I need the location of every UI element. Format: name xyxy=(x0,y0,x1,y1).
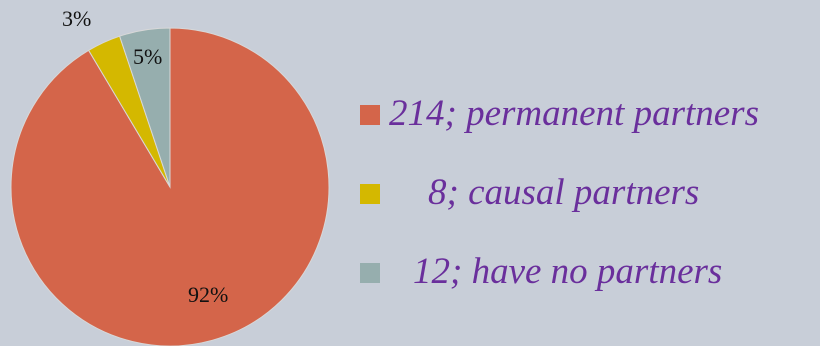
legend-item-have-no-partners: 12; have no partners xyxy=(358,250,818,292)
slice-label-causal-partners: 3% xyxy=(62,6,92,31)
legend-label: 214; permanent partners xyxy=(389,93,759,134)
pie-slice-have-no-partners xyxy=(119,27,171,188)
legend-swatch xyxy=(360,263,380,283)
slice-label-permanent-partners: 92% xyxy=(188,282,229,307)
legend-label: 8; causal partners xyxy=(428,172,700,213)
legend-label: 12; have no partners xyxy=(413,251,723,292)
legend: 214; permanent partners 8; causal partne… xyxy=(358,92,818,329)
legend-swatch xyxy=(360,184,380,204)
pie-chart xyxy=(10,27,330,346)
legend-item-causal-partners: 8; causal partners xyxy=(358,171,818,213)
legend-swatch xyxy=(360,105,380,125)
slice-label-have-no-partners: 5% xyxy=(133,44,163,69)
legend-item-permanent-partners: 214; permanent partners xyxy=(358,92,818,134)
